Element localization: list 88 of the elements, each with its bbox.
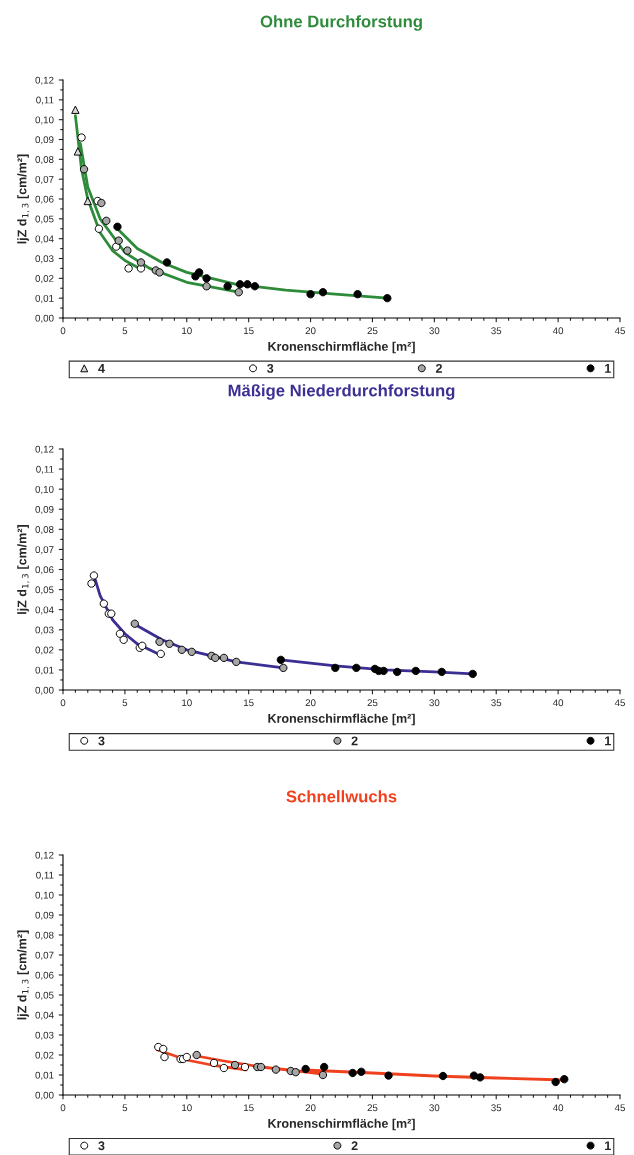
x-tick-label: 35 bbox=[491, 1104, 502, 1112]
x-tick-label: 40 bbox=[552, 699, 564, 707]
x-tick-label: 25 bbox=[367, 327, 378, 335]
y-tick-label: 0,01 bbox=[35, 1071, 54, 1080]
y-tick-label: 0,11 bbox=[36, 465, 54, 474]
x-axis-title: Kronenschirmfläche [m²] bbox=[268, 1118, 415, 1131]
y-tick-label: 0,05 bbox=[35, 215, 54, 224]
y-tick-label: 0,03 bbox=[35, 255, 54, 264]
x-tick-label: 0 bbox=[60, 699, 66, 707]
x-axis-title: Kronenschirmfläche [m²] bbox=[268, 341, 415, 354]
x-tick-label: 15 bbox=[244, 699, 254, 707]
x-tick-label: 15 bbox=[244, 1104, 254, 1112]
x-tick-label: 40 bbox=[552, 327, 564, 335]
legend-label: 4 bbox=[98, 364, 105, 373]
x-tick-label: 25 bbox=[367, 699, 378, 707]
x-tick-label: 35 bbox=[491, 699, 502, 707]
legend-label: 3 bbox=[98, 736, 105, 746]
x-tick-label: 0 bbox=[60, 327, 66, 335]
legend-label: 2 bbox=[435, 363, 442, 373]
y-axis-title: ljZ d$_{1,3}$ [cm/m²] bbox=[17, 154, 30, 244]
y-tick-label: 0,09 bbox=[35, 505, 54, 515]
y-tick-label: 0,07 bbox=[35, 951, 54, 960]
x-tick-label: 40 bbox=[552, 1104, 564, 1112]
y-tick-label: 0,02 bbox=[35, 275, 54, 284]
y-tick-label: 0,09 bbox=[35, 136, 54, 145]
y-tick-label: 0,10 bbox=[35, 116, 54, 125]
x-tick-label: 30 bbox=[429, 327, 440, 335]
y-tick-label: 0,11 bbox=[36, 871, 54, 880]
x-tick-label: 10 bbox=[182, 1104, 192, 1112]
x-tick-label: 45 bbox=[614, 327, 625, 335]
y-tick-label: 0,07 bbox=[35, 546, 54, 555]
y-axis-title: ljZ d$_{1,3}$ [cm/m²] bbox=[17, 930, 30, 1020]
y-tick-label: 0,12 bbox=[35, 851, 54, 860]
legend-label: 3 bbox=[98, 1141, 105, 1151]
y-tick-label: 0,10 bbox=[35, 485, 54, 494]
x-tick-label: 20 bbox=[305, 327, 316, 335]
y-tick-label: 0,03 bbox=[35, 1031, 54, 1040]
y-tick-label: 0,05 bbox=[35, 991, 54, 1000]
x-tick-label: 45 bbox=[614, 1104, 625, 1112]
y-tick-label: 0,02 bbox=[35, 646, 54, 655]
y-tick-label: 0,12 bbox=[35, 76, 54, 85]
y-tick-label: 0,08 bbox=[35, 526, 54, 535]
x-tick-label: 20 bbox=[305, 699, 316, 707]
x-tick-label: 15 bbox=[244, 327, 254, 335]
x-tick-label: 30 bbox=[429, 699, 440, 707]
legend-label: 2 bbox=[351, 736, 358, 746]
y-tick-label: 0,06 bbox=[35, 195, 54, 204]
x-tick-label: 30 bbox=[429, 1104, 440, 1112]
y-tick-label: 0,01 bbox=[35, 666, 54, 675]
y-tick-label: 0,05 bbox=[35, 586, 54, 595]
y-tick-label: 0,00 bbox=[35, 686, 54, 695]
x-tick-label: 20 bbox=[305, 1104, 316, 1112]
x-tick-label: 45 bbox=[614, 699, 625, 707]
y-tick-label: 0,07 bbox=[35, 175, 54, 184]
x-tick-label: 25 bbox=[367, 1104, 378, 1112]
y-tick-label: 0,04 bbox=[35, 606, 54, 615]
x-tick-label: 10 bbox=[182, 699, 192, 707]
y-tick-label: 0,01 bbox=[35, 294, 54, 303]
y-tick-label: 0,03 bbox=[35, 626, 54, 635]
y-tick-label: 0,06 bbox=[35, 566, 54, 575]
y-tick-label: 0,12 bbox=[35, 445, 54, 454]
legend-label: 1 bbox=[605, 364, 611, 373]
legend-label: 2 bbox=[351, 1141, 358, 1151]
y-tick-label: 0,04 bbox=[35, 235, 54, 244]
y-tick-label: 0,04 bbox=[35, 1011, 54, 1020]
y-tick-label: 0,11 bbox=[36, 96, 54, 105]
chart-title: Schnellwuchs bbox=[286, 790, 397, 803]
y-tick-label: 0,02 bbox=[35, 1051, 54, 1060]
x-tick-label: 5 bbox=[122, 1104, 128, 1112]
x-axis-title: Kronenschirmfläche [m²] bbox=[268, 713, 415, 726]
x-tick-label: 0 bbox=[60, 1104, 66, 1112]
y-tick-label: 0,00 bbox=[35, 1091, 54, 1100]
x-tick-label: 5 bbox=[122, 327, 128, 335]
y-axis-title: ljZ d$_{1,3}$ [cm/m²] bbox=[17, 525, 30, 614]
y-tick-label: 0,09 bbox=[35, 911, 54, 920]
y-tick-label: 0,08 bbox=[35, 156, 54, 165]
chart-title: Ohne Durchforstung bbox=[260, 15, 422, 31]
y-tick-label: 0,00 bbox=[35, 314, 54, 323]
y-tick-label: 0,08 bbox=[35, 931, 54, 940]
x-tick-label: 10 bbox=[182, 327, 192, 335]
y-tick-label: 0,06 bbox=[35, 971, 54, 980]
x-tick-label: 35 bbox=[491, 327, 502, 335]
chart-title: Mäßige Niederdurchforstung bbox=[228, 384, 455, 400]
x-tick-label: 5 bbox=[122, 699, 128, 707]
y-tick-label: 0,10 bbox=[35, 891, 54, 900]
legend-label: 3 bbox=[267, 363, 274, 373]
legend-label: 1 bbox=[605, 736, 611, 746]
legend-label: 1 bbox=[605, 1141, 611, 1151]
